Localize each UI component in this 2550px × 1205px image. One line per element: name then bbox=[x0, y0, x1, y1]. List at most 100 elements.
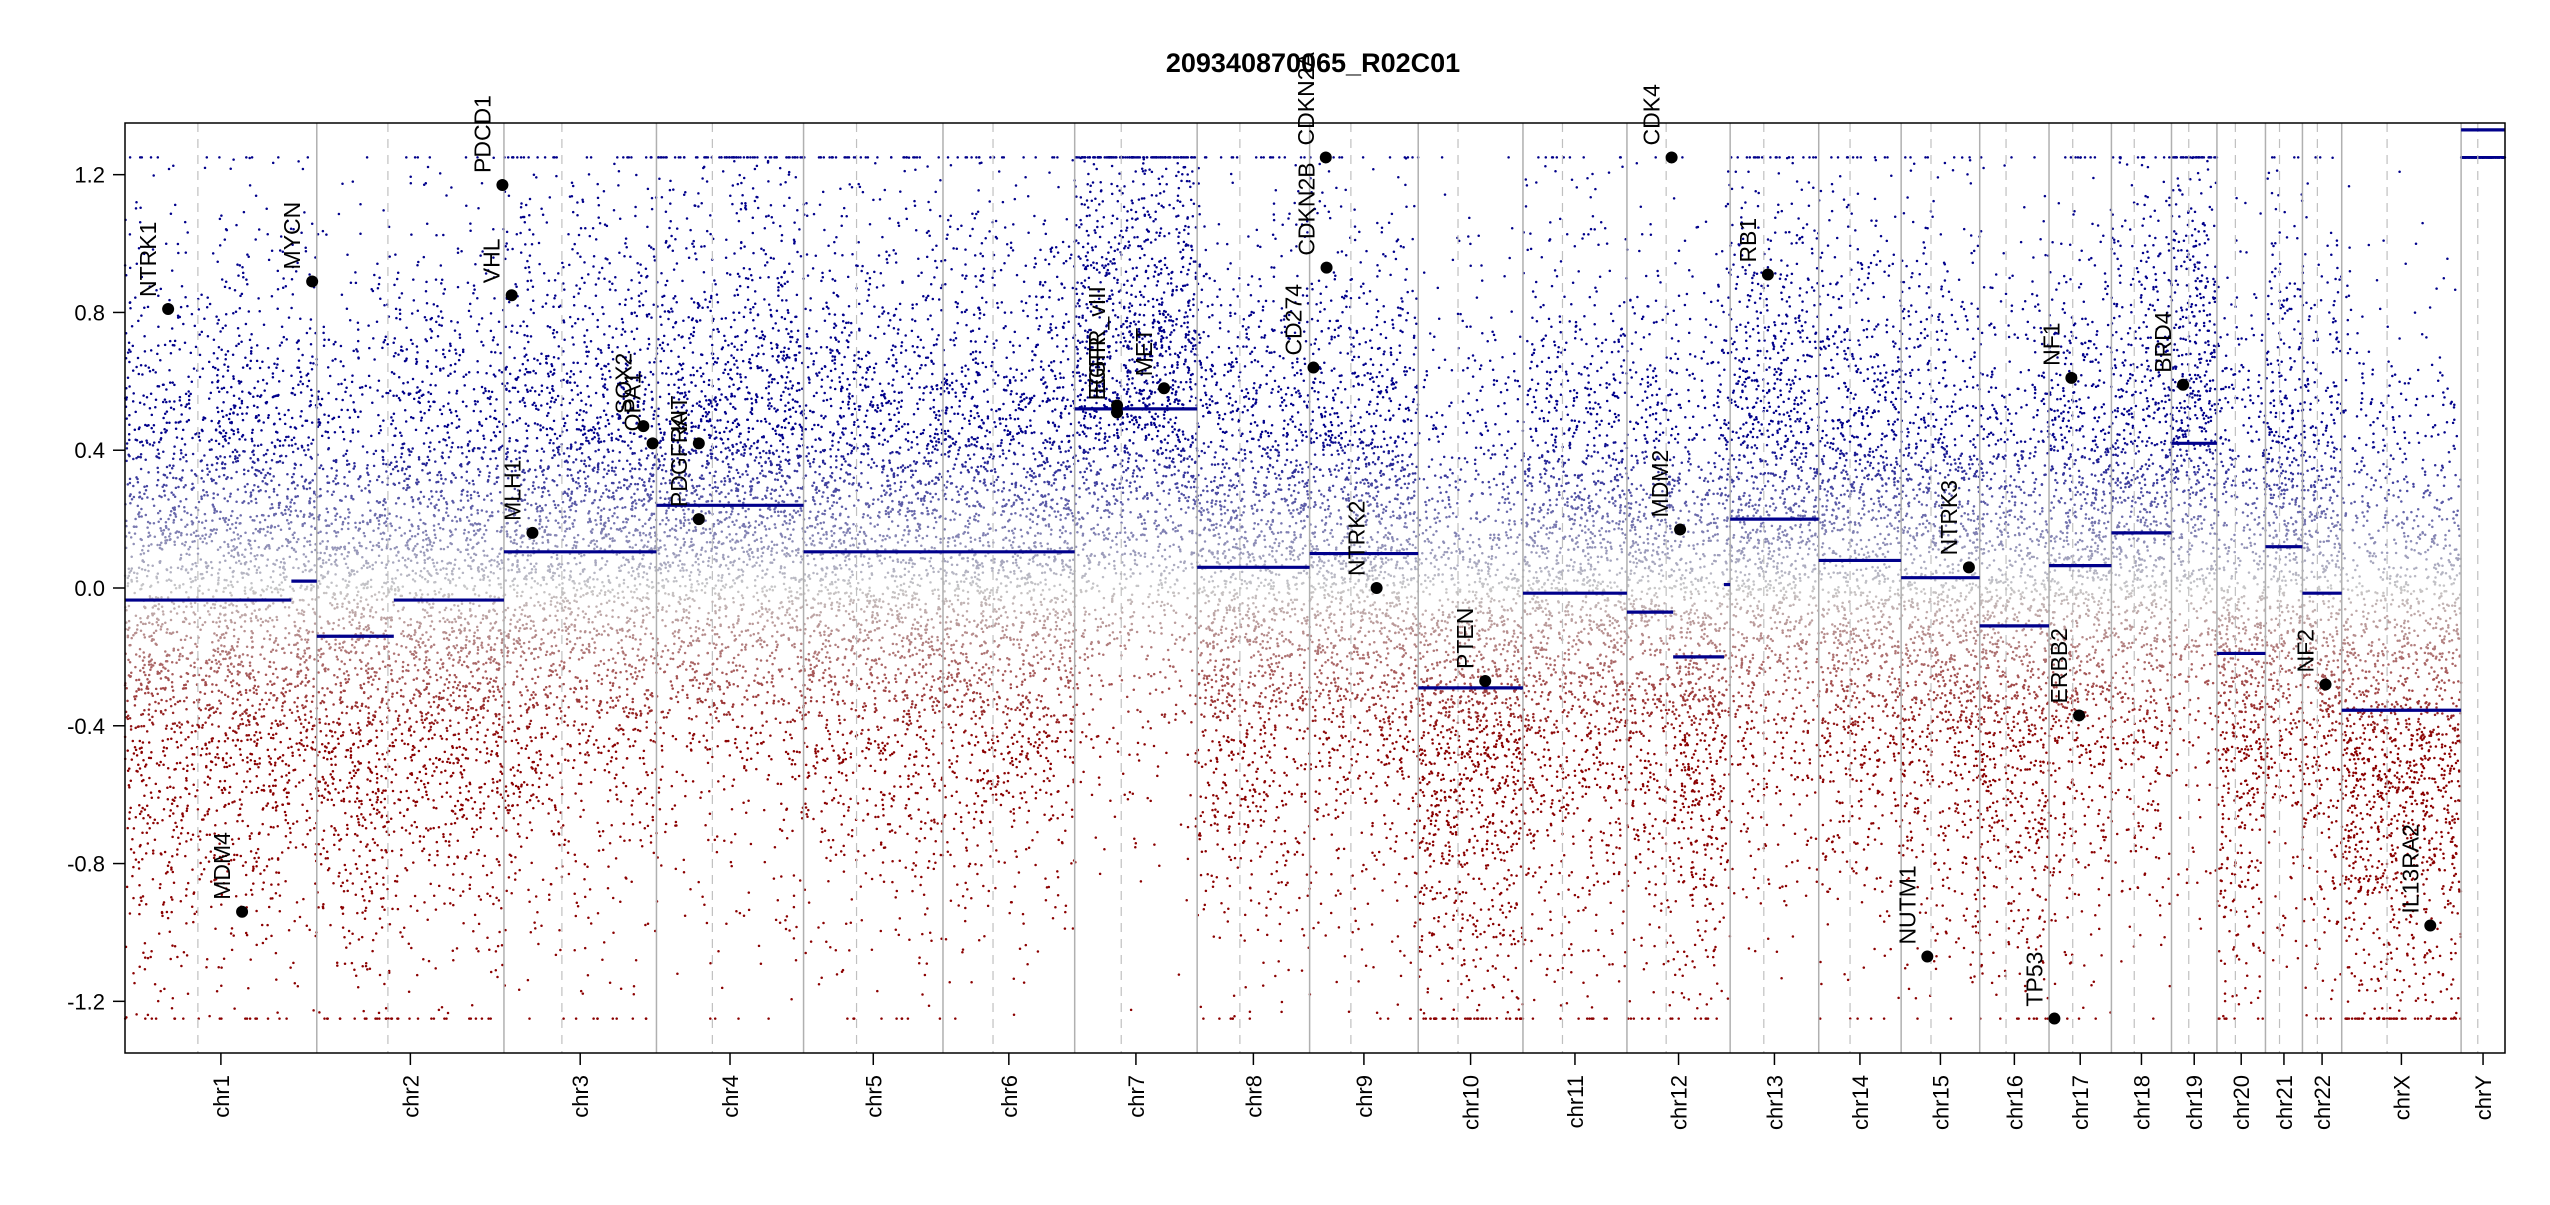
probe-point bbox=[160, 628, 163, 631]
probe-point bbox=[157, 512, 160, 515]
probe-point bbox=[131, 567, 134, 570]
probe-point bbox=[224, 822, 227, 825]
probe-point bbox=[187, 596, 190, 599]
probe-point bbox=[258, 566, 261, 569]
probe-point bbox=[189, 578, 192, 581]
probe-point bbox=[272, 737, 275, 740]
probe-point bbox=[179, 458, 182, 461]
probe-point bbox=[254, 540, 257, 543]
probe-point bbox=[278, 380, 281, 383]
probe-point bbox=[164, 398, 167, 401]
probe-point bbox=[201, 747, 204, 750]
probe-point bbox=[191, 725, 194, 728]
probe-point bbox=[226, 766, 229, 769]
probe-point bbox=[236, 413, 239, 416]
probe-point bbox=[304, 719, 307, 722]
probe-point bbox=[164, 851, 167, 854]
probe-point bbox=[243, 468, 246, 471]
probe-point bbox=[135, 1013, 138, 1016]
probe-point bbox=[127, 376, 130, 379]
probe-point bbox=[228, 791, 231, 794]
probe-point bbox=[258, 546, 261, 549]
probe-point bbox=[211, 641, 214, 644]
probe-point bbox=[205, 753, 208, 756]
probe-point bbox=[250, 832, 253, 835]
probe-point bbox=[271, 441, 274, 444]
probe-point bbox=[275, 431, 278, 434]
probe-point bbox=[245, 156, 248, 159]
probe-point bbox=[178, 584, 181, 587]
probe-point bbox=[281, 581, 284, 584]
probe-point bbox=[137, 764, 140, 767]
probe-point bbox=[185, 894, 188, 897]
probe-point bbox=[279, 894, 282, 897]
probe-point bbox=[272, 372, 275, 375]
probe-point bbox=[218, 156, 221, 159]
probe-point bbox=[203, 527, 206, 530]
probe-point bbox=[168, 776, 171, 779]
probe-point bbox=[181, 655, 184, 658]
probe-point bbox=[180, 554, 183, 557]
probe-point bbox=[211, 540, 214, 543]
probe-point bbox=[138, 515, 141, 518]
probe-point bbox=[177, 649, 180, 652]
probe-point bbox=[225, 432, 228, 435]
probe-point bbox=[295, 509, 298, 512]
probe-point bbox=[217, 548, 220, 551]
probe-point bbox=[281, 705, 284, 708]
probe-point bbox=[210, 607, 213, 610]
probe-point bbox=[251, 705, 254, 708]
probe-point bbox=[250, 547, 253, 550]
probe-point bbox=[144, 364, 147, 367]
probe-point bbox=[225, 414, 228, 417]
probe-point bbox=[230, 757, 233, 760]
probe-point bbox=[252, 532, 255, 535]
probe-point bbox=[250, 617, 253, 620]
probe-point bbox=[139, 402, 142, 405]
probe-point bbox=[160, 541, 163, 544]
probe-point bbox=[269, 634, 272, 637]
probe-point bbox=[150, 584, 153, 587]
probe-point bbox=[293, 621, 296, 624]
probe-point bbox=[130, 555, 133, 558]
probe-point bbox=[314, 622, 317, 625]
probe-point bbox=[190, 664, 193, 667]
probe-point bbox=[254, 760, 257, 763]
probe-point bbox=[167, 670, 170, 673]
probe-point bbox=[309, 497, 312, 500]
probe-point bbox=[270, 883, 273, 886]
probe-point bbox=[147, 957, 150, 960]
probe-point bbox=[283, 680, 286, 683]
probe-point bbox=[265, 703, 268, 706]
probe-point bbox=[180, 306, 183, 309]
probe-point bbox=[302, 571, 305, 574]
probe-point bbox=[129, 912, 132, 915]
probe-point bbox=[245, 689, 248, 692]
probe-point bbox=[152, 444, 155, 447]
probe-point bbox=[249, 835, 252, 838]
probe-point bbox=[211, 381, 214, 384]
probe-point bbox=[230, 515, 233, 518]
probe-point bbox=[171, 855, 174, 858]
probe-point bbox=[229, 455, 232, 458]
probe-point bbox=[191, 763, 194, 766]
probe-point bbox=[201, 624, 204, 627]
probe-point bbox=[212, 595, 215, 598]
probe-point bbox=[134, 704, 137, 707]
probe-point bbox=[289, 966, 292, 969]
probe-point bbox=[196, 596, 199, 599]
probe-point bbox=[140, 453, 143, 456]
probe-point bbox=[217, 319, 220, 322]
probe-point bbox=[200, 667, 203, 670]
probe-point bbox=[190, 469, 193, 472]
probe-point bbox=[128, 620, 131, 623]
probe-point bbox=[190, 533, 193, 536]
probe-point bbox=[301, 475, 304, 478]
probe-point bbox=[275, 616, 278, 619]
probe-point bbox=[310, 716, 313, 719]
probe-point bbox=[240, 340, 243, 343]
probe-point bbox=[138, 566, 141, 569]
probe-point bbox=[232, 545, 235, 548]
probe-point bbox=[294, 462, 297, 465]
probe-point bbox=[207, 716, 210, 719]
